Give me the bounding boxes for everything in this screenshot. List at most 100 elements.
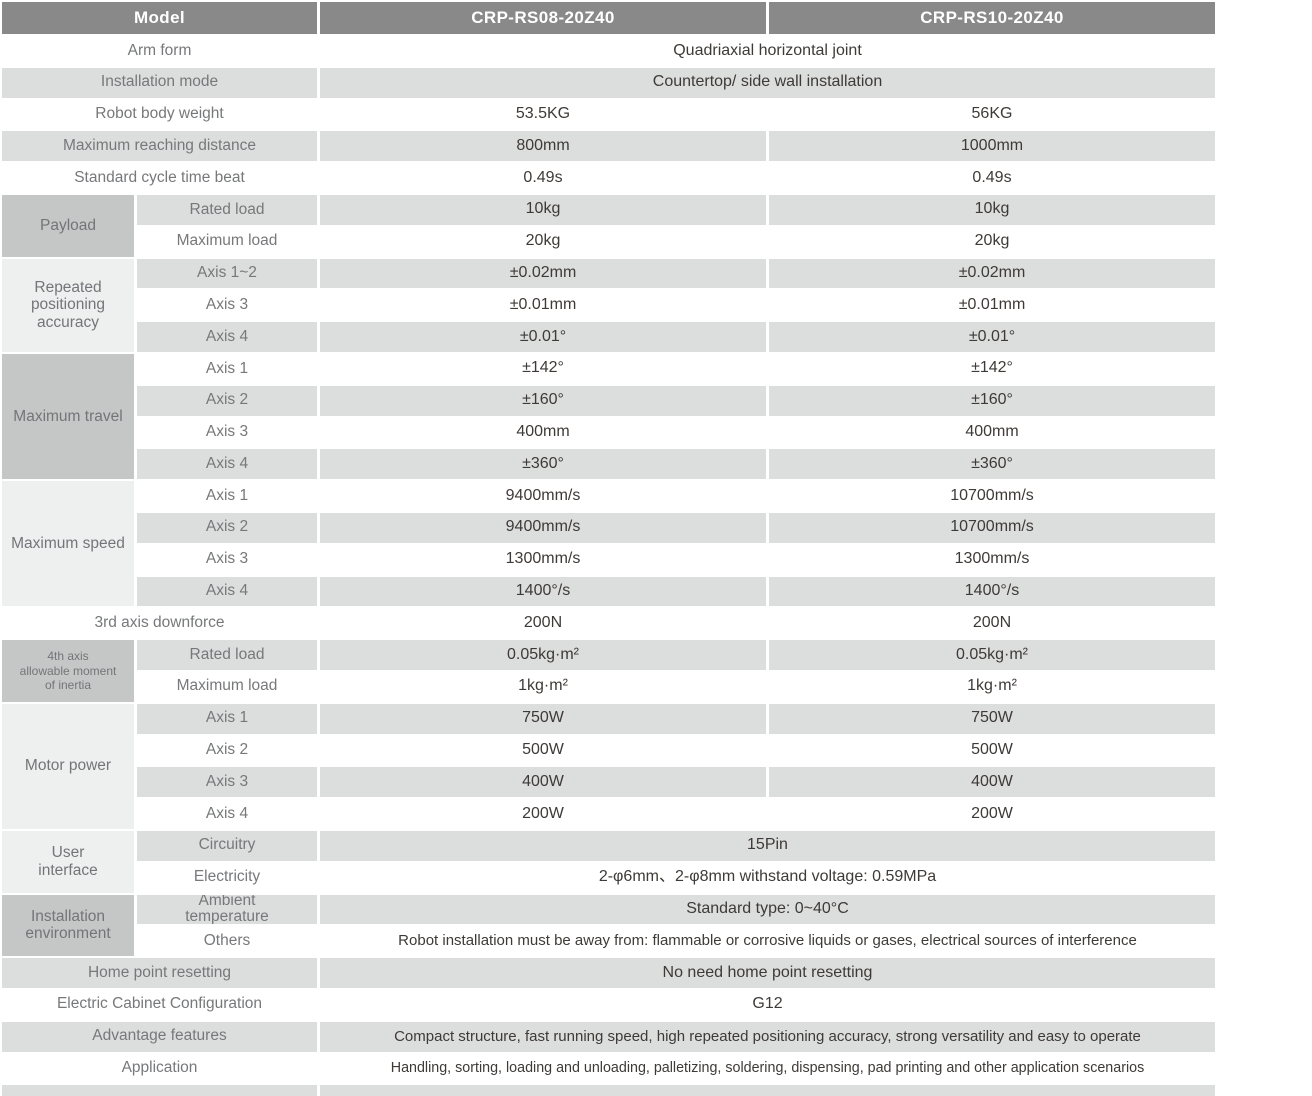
- row-sub-label: Rated load: [137, 194, 317, 225]
- value-cell: 2-φ6mm、2-φ8mm withstand voltage: 0.59MPa: [598, 868, 937, 886]
- value-cell: 0.49s: [523, 168, 563, 186]
- row-sub-label: Axis 4: [137, 576, 317, 607]
- group-label: Payload: [2, 194, 134, 257]
- value-cell: Countertop/ side wall installation: [320, 67, 1215, 98]
- value-cell: 1kg·m²: [967, 677, 1017, 695]
- value-cell: ±0.01mm: [958, 295, 1026, 313]
- row-label: Advantage features: [2, 1021, 317, 1052]
- value-cell: ±160°: [320, 385, 766, 416]
- value-cell: 400mm: [965, 423, 1019, 441]
- group-label: Maximum travel: [2, 353, 134, 480]
- row-sub-label: Axis 1: [205, 486, 249, 504]
- value-cell: 1300mm/s: [954, 550, 1030, 568]
- row-sub-label: Axis 1: [137, 703, 317, 734]
- value-cell: 200W: [522, 804, 564, 822]
- value-cell: ±142°: [522, 359, 564, 377]
- value-cell: ±0.02mm: [320, 258, 766, 289]
- value-cell: 0.05kg·m²: [769, 640, 1215, 670]
- row-sub-label: Axis 3: [205, 423, 249, 441]
- row-label: Standard cycle time beat: [74, 168, 245, 186]
- row-sub-label: Axis 1: [205, 359, 249, 377]
- value-cell: 53.5KG: [515, 105, 571, 123]
- row-label: Installation mode: [2, 67, 317, 98]
- row-label: Home point resetting: [2, 958, 317, 988]
- value-cell: 56KG: [971, 105, 1013, 123]
- value-cell: 10700mm/s: [769, 512, 1215, 543]
- row-sub-label: Maximum load: [176, 232, 278, 250]
- row-sub-label: Maximum load: [176, 677, 278, 695]
- value-cell: 10700mm/s: [950, 486, 1034, 504]
- row-label: Maximum reaching distance: [2, 131, 317, 162]
- value-cell: 15Pin: [320, 830, 1215, 861]
- value-cell: 750W: [769, 703, 1215, 734]
- row-label: Arm form: [127, 41, 192, 59]
- row-sub-label: Axis 2: [205, 741, 249, 759]
- value-cell: 20kg: [525, 232, 561, 250]
- row-label: Application: [121, 1059, 198, 1077]
- value-cell: 0.05kg·m²: [320, 640, 766, 670]
- value-cell: 1300mm/s: [505, 550, 581, 568]
- value-cell: 200N: [523, 613, 563, 631]
- value-cell: ±0.01°: [769, 322, 1215, 352]
- value-cell: 500W: [971, 741, 1013, 759]
- value-cell: ±160°: [769, 385, 1215, 416]
- row-sub-label: Ambient temperature: [137, 894, 317, 925]
- value-cell: 400W: [320, 767, 766, 798]
- row-label: 3rd axis downforce: [94, 613, 225, 631]
- value-cell: 200N: [972, 613, 1012, 631]
- value-cell: 400W: [769, 767, 1215, 798]
- row-label: Electric Cabinet Configuration: [56, 995, 263, 1013]
- value-cell: Handling, sorting, loading and unloading…: [390, 1059, 1145, 1076]
- row-sub-label: Axis 3: [205, 550, 249, 568]
- row-sub-label: Axis 4: [137, 449, 317, 480]
- value-cell: Quadriaxial horizontal joint: [673, 41, 862, 59]
- value-cell: No need home point resetting: [320, 958, 1215, 988]
- row-sub-label: Axis 2: [137, 385, 317, 416]
- group-label: Repeated positioning accuracy: [2, 258, 134, 352]
- row-sub-label: Axis 1~2: [137, 258, 317, 289]
- group-label: User interface: [2, 830, 134, 893]
- value-cell: ±360°: [769, 449, 1215, 480]
- row-sub-label: Axis 4: [137, 322, 317, 352]
- value-cell: 10kg: [320, 194, 766, 225]
- value-cell: ±0.01°: [320, 322, 766, 352]
- value-cell: 400mm: [516, 423, 570, 441]
- value-cell: Standard type: 0~40°C: [320, 894, 1215, 925]
- value-cell: 10kg: [769, 194, 1215, 225]
- group-label: Installation environment: [2, 894, 134, 957]
- row-sub-label: Axis 3: [205, 295, 249, 313]
- header-model-crp-rs08: CRP-RS08-20Z40: [320, 2, 766, 34]
- value-cell: 500W: [522, 741, 564, 759]
- value-cell: ±0.01mm: [509, 295, 577, 313]
- value-cell: 800mm: [320, 131, 766, 162]
- value-cell: 1kg·m²: [518, 677, 568, 695]
- header-model-crp-rs10: CRP-RS10-20Z40: [769, 2, 1215, 34]
- value-cell: 9400mm/s: [505, 486, 581, 504]
- group-label: Maximum speed: [2, 481, 134, 607]
- group-label: Motor power: [2, 703, 134, 829]
- row-sub-label: Circuitry: [137, 830, 317, 861]
- robot-spec-table: Model CRP-RS08-20Z40 CRP-RS10-20Z40 Arm …: [2, 2, 1215, 1096]
- value-cell: ±142°: [971, 359, 1013, 377]
- value-cell: G12: [752, 995, 783, 1013]
- value-cell: [320, 1085, 1215, 1096]
- row-sub-label: Axis 4: [205, 804, 249, 822]
- value-cell: 1400°/s: [320, 576, 766, 607]
- row-sub-label: Rated load: [137, 640, 317, 670]
- row-sub-label: Axis 3: [137, 767, 317, 798]
- row-sub-label: Axis 2: [137, 512, 317, 543]
- value-cell: 750W: [320, 703, 766, 734]
- value-cell: 1000mm: [769, 131, 1215, 162]
- row-sub-label: Others: [203, 931, 251, 949]
- value-cell: ±0.02mm: [769, 258, 1215, 289]
- value-cell: 9400mm/s: [320, 512, 766, 543]
- value-cell: Compact structure, fast running speed, h…: [320, 1021, 1215, 1052]
- value-cell: 1400°/s: [769, 576, 1215, 607]
- row-label: Robot body weight: [95, 105, 224, 123]
- row-sub-label: Electricity: [193, 868, 261, 886]
- row-label: [2, 1085, 317, 1096]
- value-cell: ±360°: [320, 449, 766, 480]
- header-model-cell: Model: [2, 2, 317, 34]
- value-cell: Robot installation must be away from: fl…: [398, 932, 1137, 950]
